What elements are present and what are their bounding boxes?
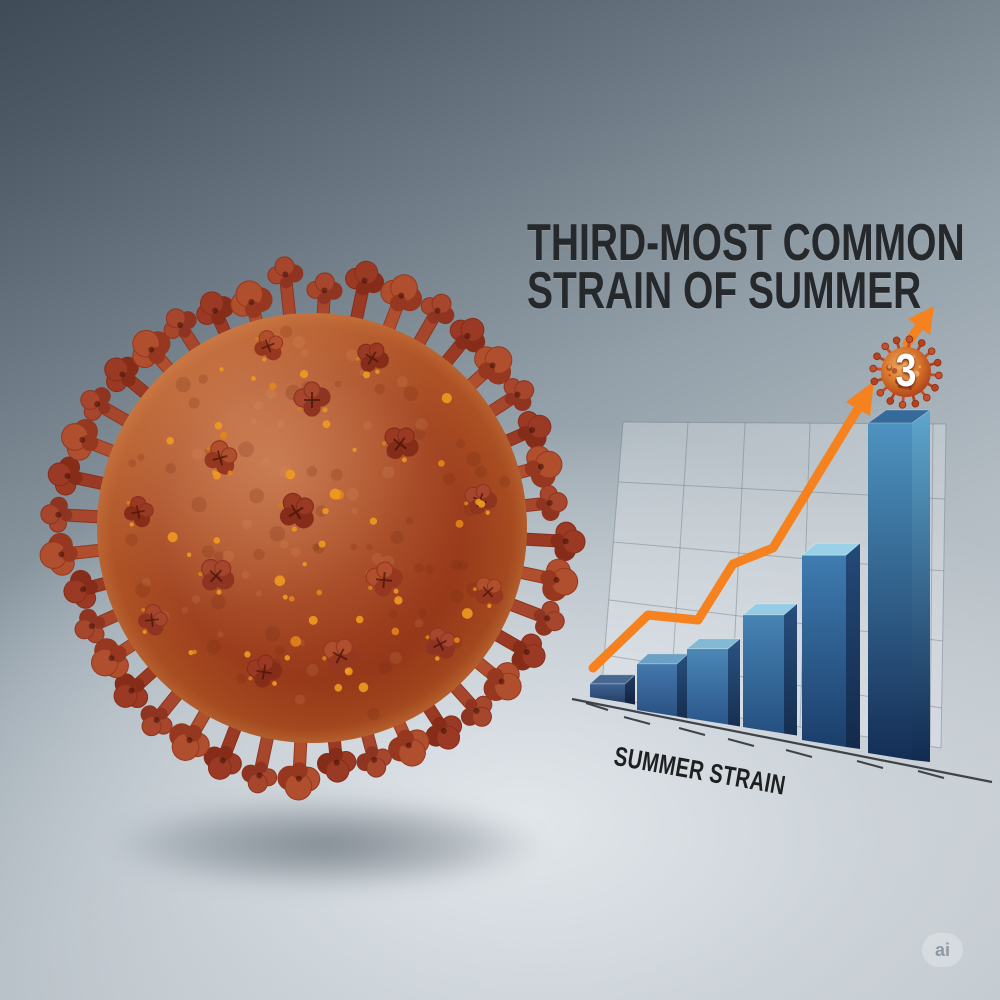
- virus-surface-spikes: [124, 330, 504, 688]
- rank-number: 3: [895, 343, 917, 396]
- coronavirus-3d-illustration: [39, 256, 586, 801]
- headline: THIRD-MOST COMMON STRAIN OF SUMMER: [527, 214, 965, 320]
- virus-drop-shadow: [112, 798, 542, 890]
- ai-watermark-label: ai: [934, 939, 950, 960]
- virus-orange-dots: [166, 367, 486, 693]
- x-axis: [571, 697, 993, 784]
- headline-line2: STRAIN OF SUMMER: [527, 262, 922, 320]
- bar-series: [588, 409, 932, 763]
- ai-watermark-badge: ai: [922, 933, 963, 967]
- coronavirus-badge-icon: [869, 335, 943, 409]
- headline-line1: THIRD-MOST COMMON: [527, 214, 965, 272]
- virus-edge-spikes: [39, 256, 586, 801]
